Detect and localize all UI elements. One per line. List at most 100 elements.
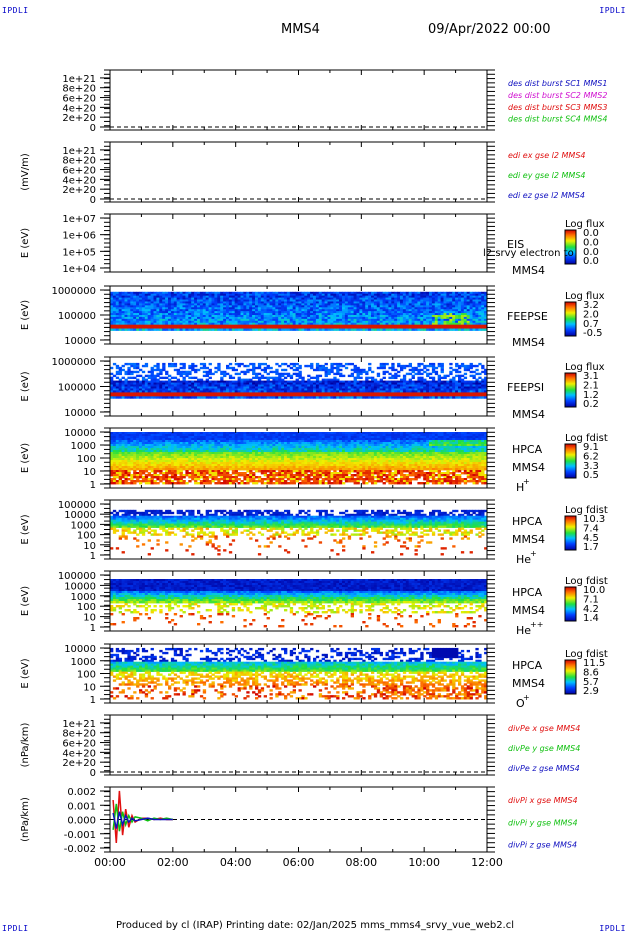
y-tick-label: 1000000 bbox=[51, 286, 96, 297]
y-tick-label: 1000 bbox=[71, 657, 96, 668]
colorbar-tick-label: 6.2 bbox=[583, 451, 599, 462]
time-tick-label: 12:00 bbox=[471, 856, 503, 869]
species-label: O bbox=[516, 697, 525, 710]
colorbar-fill bbox=[564, 229, 577, 265]
y-axis-label: (nPa/km) bbox=[20, 797, 31, 842]
legend-entry: des dist burst SC4 MMS4 bbox=[508, 115, 607, 124]
colorbar-tick-label: 3.1 bbox=[583, 371, 599, 382]
colorbar-tick-label: 0.2 bbox=[583, 399, 599, 410]
instrument-label: HPCA bbox=[512, 515, 543, 528]
y-tick-label: 1 bbox=[90, 623, 96, 634]
y-tick-label: 100 bbox=[77, 670, 96, 681]
y-tick-label: 0.001 bbox=[67, 801, 96, 812]
legend-entry: edi ex gse l2 MMS4 bbox=[508, 151, 586, 160]
colorbar-title: Log fdist bbox=[565, 649, 608, 660]
spacecraft-label: MMS4 bbox=[512, 604, 545, 617]
colorbar-tick-label: 8.6 bbox=[583, 667, 599, 678]
y-tick-label: 10 bbox=[83, 467, 96, 478]
time-tick-label: 04:00 bbox=[220, 856, 252, 869]
colorbar-tick-label: 0.7 bbox=[583, 319, 599, 330]
time-tick-label: 02:00 bbox=[157, 856, 189, 869]
hpca-he2-pixels bbox=[110, 579, 488, 628]
y-tick-label: 10 bbox=[83, 613, 96, 624]
legend-entry: divPe z gse MMS4 bbox=[508, 764, 580, 773]
y-axis-label: E (eV) bbox=[20, 443, 31, 473]
date-title: 09/Apr/2022 00:00 bbox=[428, 22, 551, 37]
panel-frame-eis bbox=[109, 213, 488, 273]
y-tick-label: 1e+21 bbox=[62, 146, 96, 157]
y-tick-label: 1000 bbox=[71, 520, 96, 531]
y-tick-label: 1e+07 bbox=[62, 214, 96, 225]
instrument-label: HPCA bbox=[512, 659, 543, 672]
instrument-label: EIS bbox=[507, 238, 524, 251]
legend-entry: des dist burst SC3 MMS3 bbox=[508, 103, 607, 112]
y-axis-label: E (eV) bbox=[20, 658, 31, 688]
colorbar-tick-label: 0.5 bbox=[583, 470, 599, 481]
series-line-divpi-z-gse-mms4 bbox=[112, 811, 173, 829]
species-label: He bbox=[516, 624, 531, 637]
y-tick-label: 2e+20 bbox=[62, 185, 96, 196]
spacecraft-label: MMS4 bbox=[512, 264, 545, 277]
corner-label-bottom-right: IPDLI bbox=[599, 924, 626, 933]
y-tick-label: 0.002 bbox=[67, 787, 96, 798]
colorbar-tick-label: 2.1 bbox=[583, 380, 599, 391]
y-tick-label: -0.001 bbox=[64, 830, 96, 841]
y-tick-label: 10000 bbox=[64, 336, 96, 347]
colorbar-tick-label: 2.0 bbox=[583, 309, 599, 320]
y-axis-label: E (eV) bbox=[20, 514, 31, 544]
colorbar-tick-label: 10.3 bbox=[583, 514, 605, 525]
y-tick-label: 100 bbox=[77, 602, 96, 613]
spacecraft-label: MMS4 bbox=[512, 677, 545, 690]
colorbar bbox=[564, 659, 577, 695]
y-tick-label: 10 bbox=[83, 541, 96, 552]
spacecraft-label: MMS4 bbox=[512, 336, 545, 349]
y-tick-label: 1e+05 bbox=[62, 247, 96, 258]
y-tick-label: 6e+20 bbox=[62, 166, 96, 177]
panel-frame-divpe bbox=[109, 714, 488, 776]
colorbar-tick-label: 0.0 bbox=[583, 247, 599, 258]
corner-label-bottom-left: IPDLI bbox=[2, 924, 29, 933]
species-charge-label: + bbox=[523, 477, 530, 486]
spacecraft-label: MMS4 bbox=[512, 408, 545, 421]
colorbar bbox=[564, 515, 577, 551]
y-tick-label: 1000000 bbox=[51, 357, 96, 368]
feepse-pixels bbox=[110, 291, 488, 331]
colorbar-tick-label: 4.5 bbox=[583, 533, 599, 544]
instrument-label: FEEPSI bbox=[507, 381, 544, 394]
y-tick-label: 2e+20 bbox=[62, 113, 96, 124]
y-tick-label: 100000 bbox=[58, 383, 96, 394]
colorbar-tick-label: 0.0 bbox=[583, 256, 599, 267]
colorbar bbox=[564, 372, 577, 408]
footer-credit: Produced by cl (IRAP) Printing date: 02/… bbox=[115, 920, 515, 931]
y-tick-label: 1000 bbox=[71, 441, 96, 452]
y-tick-label: 1 bbox=[90, 695, 96, 706]
colorbar-title: Log flux bbox=[565, 362, 605, 373]
colorbar bbox=[564, 301, 577, 337]
time-tick-label: 06:00 bbox=[283, 856, 315, 869]
colorbar-title: Log flux bbox=[565, 219, 605, 230]
legend-entry: edi ey gse l2 MMS4 bbox=[508, 171, 586, 180]
colorbar bbox=[564, 586, 577, 622]
y-tick-label: 4e+20 bbox=[62, 103, 96, 114]
y-axis-label: E (eV) bbox=[20, 586, 31, 616]
instrument-label: HPCA bbox=[512, 443, 543, 456]
panel-frame-edi-e bbox=[109, 141, 488, 203]
y-tick-label: 0 bbox=[90, 768, 96, 779]
species-label: H bbox=[516, 481, 524, 494]
y-tick-label: 10000 bbox=[64, 644, 96, 655]
y-axis-label: E (eV) bbox=[20, 371, 31, 401]
y-tick-label: 4e+20 bbox=[62, 175, 96, 186]
legend-entry: divPi x gse MMS4 bbox=[508, 796, 578, 805]
hpca-o-pixels bbox=[110, 647, 488, 700]
instrument-label: FEEPSE bbox=[507, 310, 548, 323]
colorbar-tick-label: 3.2 bbox=[583, 300, 599, 311]
y-tick-label: 6e+20 bbox=[62, 739, 96, 750]
legend-entry: divPe y gse MMS4 bbox=[508, 744, 580, 753]
colorbar-tick-label: 1.4 bbox=[583, 613, 599, 624]
y-tick-label: 6e+20 bbox=[62, 94, 96, 105]
y-tick-label: 10000 bbox=[64, 510, 96, 521]
colorbar-tick-label: 2.9 bbox=[583, 686, 599, 697]
species-label: He bbox=[516, 553, 531, 566]
y-tick-label: 10000 bbox=[64, 581, 96, 592]
